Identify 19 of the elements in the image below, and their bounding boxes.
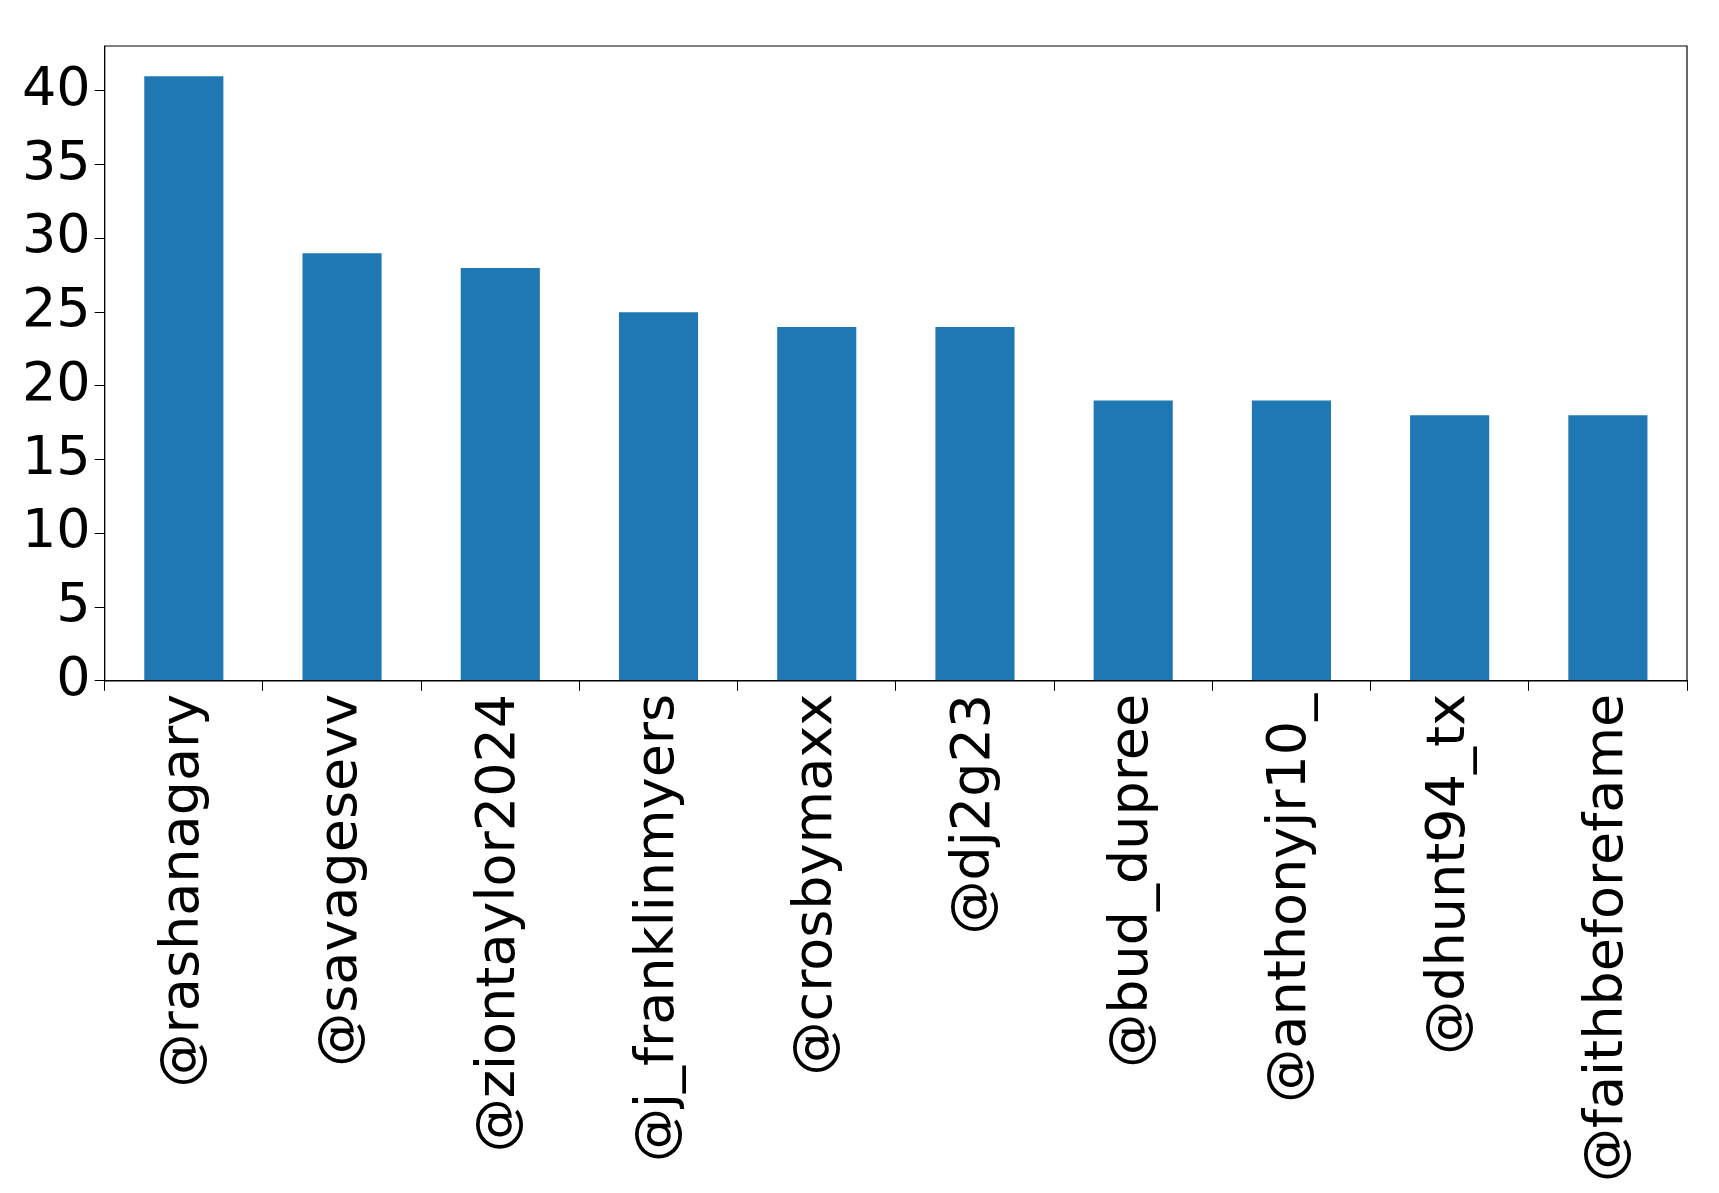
y-tick-label: 10 (21, 497, 91, 561)
y-tick-label: 30 (21, 202, 91, 266)
x-tick-label: @dhunt94_tx (1413, 693, 1477, 1055)
y-tick-label: 0 (56, 644, 91, 708)
y-tick-label: 25 (21, 276, 91, 340)
x-tick-label: @savagesevv (306, 693, 370, 1067)
y-tick-label: 40 (21, 55, 91, 118)
y-tick-label: 20 (21, 349, 91, 413)
y-tick-label: 15 (21, 423, 91, 487)
x-tick-label: @j_franklinmyers (622, 693, 686, 1162)
y-tick-label: 35 (21, 128, 91, 192)
x-tick-label: @ziontaylor2024 (464, 693, 528, 1153)
x-tick-label: @bud_dupree (1097, 693, 1161, 1068)
x-tick-label: @dj2g23 (939, 693, 1002, 935)
x-tick-label: @rashanagary (147, 693, 211, 1088)
x-tick-label: @anthonyjr10_ (1255, 692, 1319, 1103)
x-tick-label: @crosbymaxx (780, 693, 844, 1076)
y-tick-label: 5 (56, 571, 91, 635)
x-tick-label: @faithbeforefame (1571, 693, 1635, 1182)
